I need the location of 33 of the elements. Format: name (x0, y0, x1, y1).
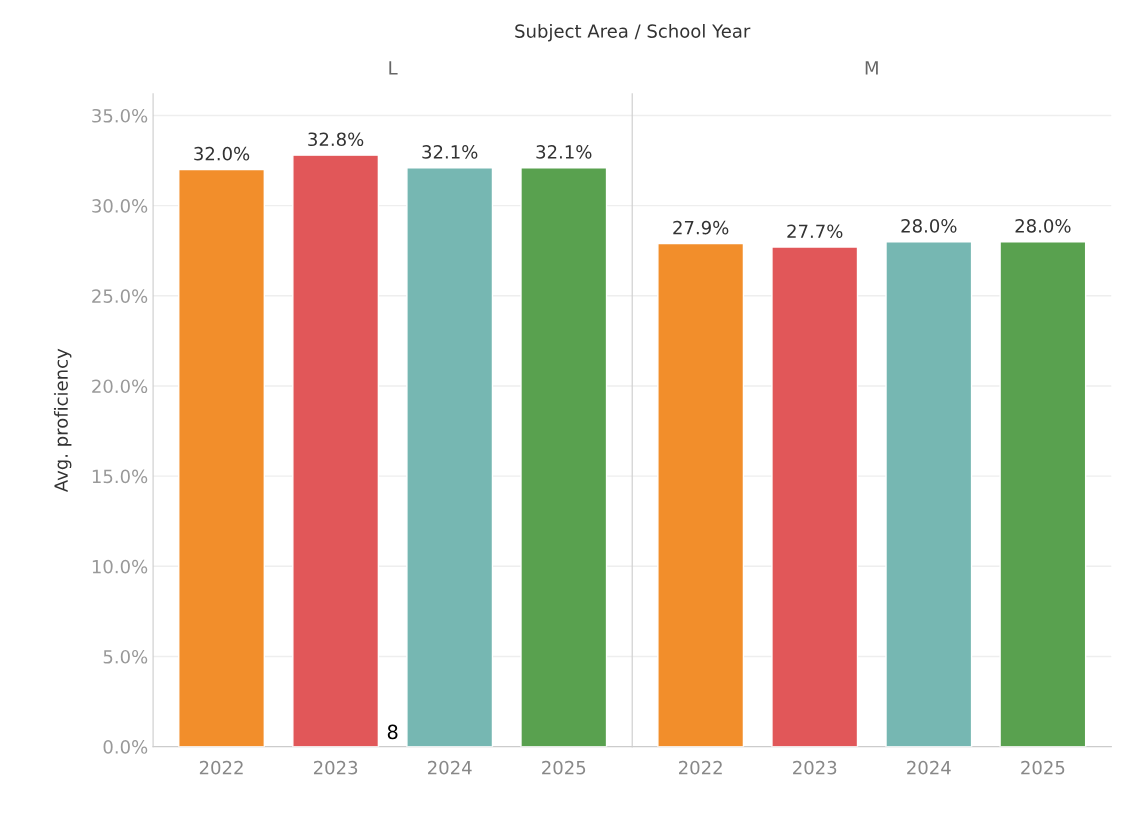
y-tick-label: 10.0% (92, 559, 148, 574)
text: Subject Area / School Year (515, 23, 751, 42)
y-axis-title: Avg. proficiency (53, 348, 72, 493)
chart-title: L (389, 61, 398, 75)
data-label: 27.7% (787, 224, 843, 239)
data-label: 32.0% (194, 146, 250, 161)
x-tick-label: 2025 (1021, 760, 1065, 775)
data-label: 28.0% (901, 219, 957, 233)
x-tick-label: 2025 (542, 760, 586, 775)
x-tick-label: 2023 (313, 760, 358, 775)
x-tick-label: 2024 (907, 760, 951, 775)
y-tick-label: 5.0% (103, 649, 148, 664)
x-tick-label: 2022 (679, 760, 722, 775)
y-tick-label: 30.0% (92, 199, 148, 213)
bar (520, 167, 608, 747)
chart-title: M (865, 61, 878, 75)
x-tick-label: 2023 (793, 760, 837, 775)
data-label: 32.1% (536, 145, 592, 159)
bar (292, 154, 380, 747)
y-tick-label: 25.0% (92, 289, 148, 303)
y-tick-label: 0.0% (103, 740, 148, 754)
y-tick-label: 15.0% (92, 469, 148, 484)
data-label: 32.8% (308, 132, 364, 147)
x-tick-label: 2022 (199, 760, 243, 775)
data-label: 28.0% (1015, 219, 1071, 233)
bar (178, 168, 266, 747)
bar (406, 167, 494, 747)
annotation: 8 (387, 724, 398, 740)
y-tick-label: 20.0% (92, 379, 148, 394)
data-label: 32.1% (422, 145, 478, 159)
x-tick-label: 2024 (428, 760, 472, 775)
data-label: 27.9% (673, 220, 729, 235)
y-tick-label: 35.0% (92, 108, 148, 123)
